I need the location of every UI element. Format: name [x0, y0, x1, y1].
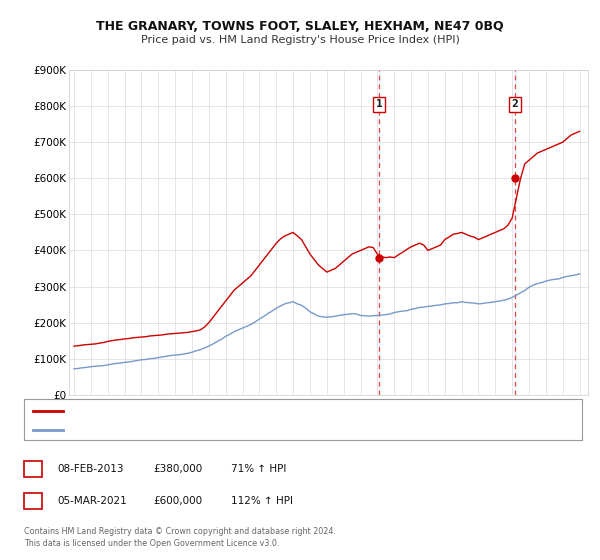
Text: 1: 1 [376, 99, 382, 109]
Text: 2: 2 [512, 99, 518, 109]
Text: THE GRANARY, TOWNS FOOT, SLALEY, HEXHAM, NE47 0BQ: THE GRANARY, TOWNS FOOT, SLALEY, HEXHAM,… [96, 20, 504, 32]
Text: 05-MAR-2021: 05-MAR-2021 [57, 496, 127, 506]
Text: THE GRANARY, TOWNS FOOT, SLALEY, HEXHAM, NE47 0BQ (detached house): THE GRANARY, TOWNS FOOT, SLALEY, HEXHAM,… [69, 407, 434, 416]
Text: HPI: Average price, detached house, Northumberland: HPI: Average price, detached house, Nort… [69, 425, 323, 434]
Text: Price paid vs. HM Land Registry's House Price Index (HPI): Price paid vs. HM Land Registry's House … [140, 35, 460, 45]
Text: 112% ↑ HPI: 112% ↑ HPI [231, 496, 293, 506]
Text: 2: 2 [29, 496, 37, 506]
Text: £380,000: £380,000 [153, 464, 202, 474]
Text: 08-FEB-2013: 08-FEB-2013 [57, 464, 124, 474]
Text: Contains HM Land Registry data © Crown copyright and database right 2024.
This d: Contains HM Land Registry data © Crown c… [24, 527, 336, 548]
Text: 1: 1 [29, 464, 37, 474]
Text: 71% ↑ HPI: 71% ↑ HPI [231, 464, 286, 474]
Text: £600,000: £600,000 [153, 496, 202, 506]
